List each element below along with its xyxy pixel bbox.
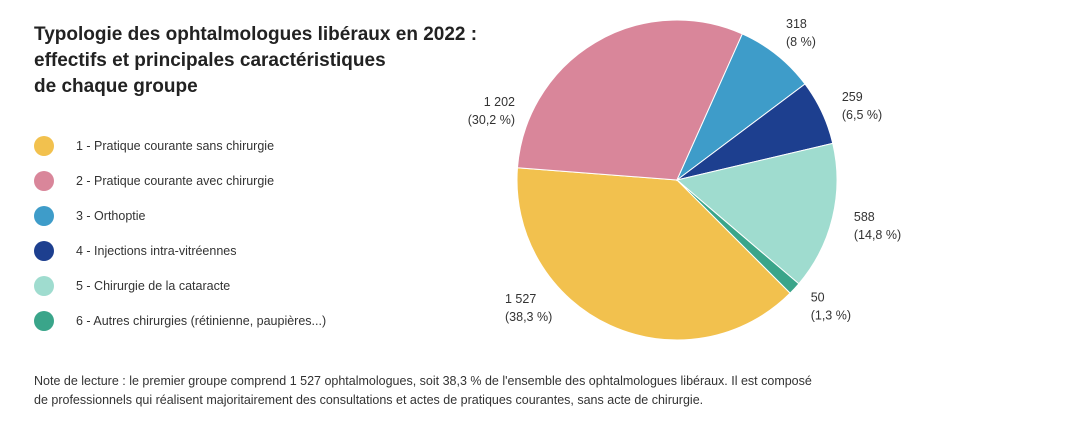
note: Note de lecture : le premier groupe comp… bbox=[34, 374, 812, 388]
data-label: 588 bbox=[854, 210, 875, 224]
legend-marker bbox=[34, 206, 54, 226]
data-label: (30,2 %) bbox=[468, 113, 515, 127]
legend-marker bbox=[34, 241, 54, 261]
legend-marker bbox=[34, 171, 54, 191]
pie-slice bbox=[516, 167, 791, 341]
data-label: 1 202 bbox=[484, 95, 515, 109]
data-label: 259 bbox=[842, 90, 863, 104]
data-label: (1,3 %) bbox=[811, 308, 851, 322]
legend-marker bbox=[34, 136, 54, 156]
legend-label: 5 - Chirurgie de la cataracte bbox=[76, 279, 230, 293]
legend-label: 3 - Orthoptie bbox=[76, 209, 146, 223]
chart-title: de chaque groupe bbox=[34, 76, 198, 97]
legend-label: 4 - Injections intra-vitréennes bbox=[76, 244, 237, 258]
legend-label: 2 - Pratique courante avec chirurgie bbox=[76, 174, 274, 188]
data-label: (8 %) bbox=[786, 35, 816, 49]
data-label: (38,3 %) bbox=[505, 310, 552, 324]
chart-title: effectifs et principales caractéristique… bbox=[34, 50, 386, 71]
data-label: (14,8 %) bbox=[854, 228, 901, 242]
pie-slice bbox=[516, 19, 743, 181]
pie-slice bbox=[675, 142, 838, 285]
legend-marker bbox=[34, 311, 54, 331]
legend-label: 6 - Autres chirurgies (rétinienne, paupi… bbox=[76, 314, 326, 328]
legend-marker bbox=[34, 276, 54, 296]
data-label: 50 bbox=[811, 290, 825, 304]
chart-title: Typologie des ophtalmologues libéraux en… bbox=[34, 24, 477, 45]
data-label: (6,5 %) bbox=[842, 108, 882, 122]
data-label: 318 bbox=[786, 17, 807, 31]
pie-slice bbox=[676, 179, 800, 294]
note: de professionnels qui réalisent majorita… bbox=[34, 393, 703, 407]
data-label: 1 527 bbox=[505, 292, 536, 306]
legend-label: 1 - Pratique courante sans chirurgie bbox=[76, 139, 274, 153]
